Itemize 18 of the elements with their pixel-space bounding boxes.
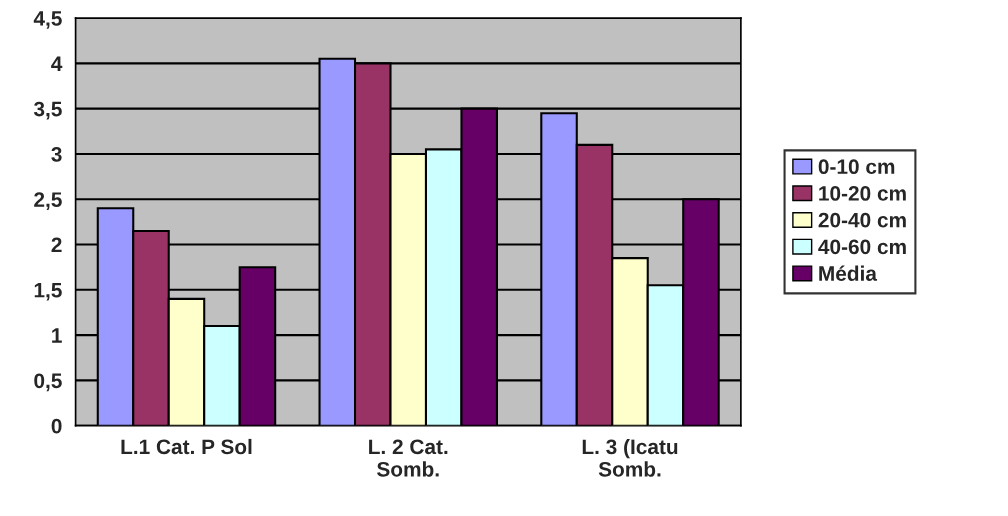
legend-label: 0-10 cm	[818, 159, 895, 175]
y-tick-label: 4,5	[33, 11, 62, 29]
x-tick-label: L.1 Cat. P Sol	[121, 438, 252, 455]
legend-label: Média	[819, 265, 878, 281]
y-tick-label: 3,5	[33, 101, 62, 120]
legend-label: 20-40 cm	[818, 212, 906, 228]
y-tick-label: 1,5	[34, 283, 62, 301]
x-tick-label: L. 3 (Icatu Somb.	[582, 438, 678, 477]
y-tick-label: 3	[51, 146, 62, 162]
y-tick-label: 4	[51, 56, 63, 71]
legend-label: 10-20 cm	[819, 186, 906, 201]
legend-label: 40-60 cm	[818, 239, 906, 255]
y-tick-label: 0,5	[34, 373, 62, 392]
x-tick-label: L. 2 Cat. Somb.	[369, 439, 448, 477]
y-tick-label: 2,5	[34, 192, 62, 211]
y-tick-label: 2	[51, 237, 62, 253]
y-tick-label: 0	[51, 418, 62, 434]
y-tick-label: 1	[52, 328, 62, 343]
